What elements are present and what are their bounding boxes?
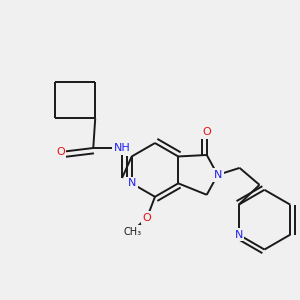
Text: O: O [56, 147, 65, 157]
Text: O: O [142, 213, 152, 223]
Text: N: N [128, 178, 136, 188]
Text: N: N [214, 170, 222, 180]
Text: CH₃: CH₃ [123, 226, 141, 237]
Text: O: O [202, 127, 211, 137]
Text: N: N [234, 230, 243, 240]
Text: NH: NH [114, 143, 130, 153]
